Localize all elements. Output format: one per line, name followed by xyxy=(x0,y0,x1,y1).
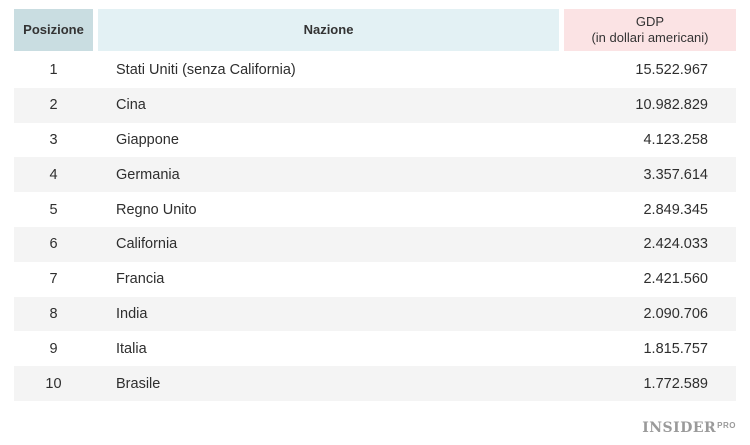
header-gdp-unit: (in dollari americani) xyxy=(591,30,709,45)
rank-cell: 3 xyxy=(49,131,58,148)
rank-cell: 7 xyxy=(49,271,58,288)
gdp-cell: 4.123.258 xyxy=(643,131,708,148)
gdp-table: Posizione Nazione GDP (in dollari americ… xyxy=(14,9,736,401)
rank-cell: 10 xyxy=(45,375,62,392)
nation-cell: Italia xyxy=(116,340,147,357)
header-nation-label: Nazione xyxy=(303,22,354,37)
table-row: 2 Cina 10.982.829 xyxy=(14,87,736,123)
rank-cell: 4 xyxy=(49,166,58,183)
table-row: 7 Francia 2.421.560 xyxy=(14,262,736,297)
logo-main-text: INSIDER xyxy=(642,420,717,436)
header-nation: Nazione xyxy=(98,9,559,51)
header-gdp-label: GDP xyxy=(635,14,665,29)
gdp-cell: 3.357.614 xyxy=(643,166,708,183)
table-row: 4 Germania 3.357.614 xyxy=(14,157,736,193)
header-gdp: GDP (in dollari americani) xyxy=(564,9,736,51)
rank-cell: 9 xyxy=(49,340,58,357)
nation-cell: Stati Uniti (senza California) xyxy=(116,62,296,79)
gdp-cell: 1.815.757 xyxy=(643,340,708,357)
gdp-cell: 10.982.829 xyxy=(635,97,708,114)
nation-cell: Germania xyxy=(116,166,180,183)
insider-pro-logo: INSIDERPRO xyxy=(642,420,736,436)
rank-cell: 1 xyxy=(49,62,58,79)
table-row: 1 Stati Uniti (senza California) 15.522.… xyxy=(14,53,736,88)
gdp-cell: 2.090.706 xyxy=(643,305,708,322)
header-position: Posizione xyxy=(14,9,93,51)
nation-cell: Brasile xyxy=(116,375,161,392)
nation-cell: Giappone xyxy=(116,131,179,148)
gdp-cell: 15.522.967 xyxy=(635,62,708,79)
gdp-cell: 2.424.033 xyxy=(643,236,708,253)
table-row: 3 Giappone 4.123.258 xyxy=(14,123,736,158)
rank-cell: 6 xyxy=(49,236,58,253)
gdp-cell: 2.421.560 xyxy=(643,271,708,288)
table-row: 8 India 2.090.706 xyxy=(14,296,736,332)
nation-cell: India xyxy=(116,305,148,322)
nation-cell: Francia xyxy=(116,271,165,288)
nation-cell: Regno Unito xyxy=(116,201,197,218)
nation-cell: Cina xyxy=(116,97,146,114)
nation-cell: California xyxy=(116,236,178,253)
table-header: Posizione Nazione GDP (in dollari americ… xyxy=(14,9,736,51)
gdp-cell: 2.849.345 xyxy=(643,201,708,218)
table-row: 9 Italia 1.815.757 xyxy=(14,331,736,366)
rank-cell: 8 xyxy=(49,305,58,322)
rank-cell: 2 xyxy=(49,97,58,114)
logo-suffix-text: PRO xyxy=(717,421,736,430)
table-body: 1 Stati Uniti (senza California) 15.522.… xyxy=(14,53,736,401)
gdp-cell: 1.772.589 xyxy=(643,375,708,392)
header-position-label: Posizione xyxy=(23,22,84,37)
table-row: 10 Brasile 1.772.589 xyxy=(14,366,736,401)
rank-cell: 5 xyxy=(49,201,58,218)
table-row: 5 Regno Unito 2.849.345 xyxy=(14,192,736,227)
table-row: 6 California 2.424.033 xyxy=(14,226,736,262)
